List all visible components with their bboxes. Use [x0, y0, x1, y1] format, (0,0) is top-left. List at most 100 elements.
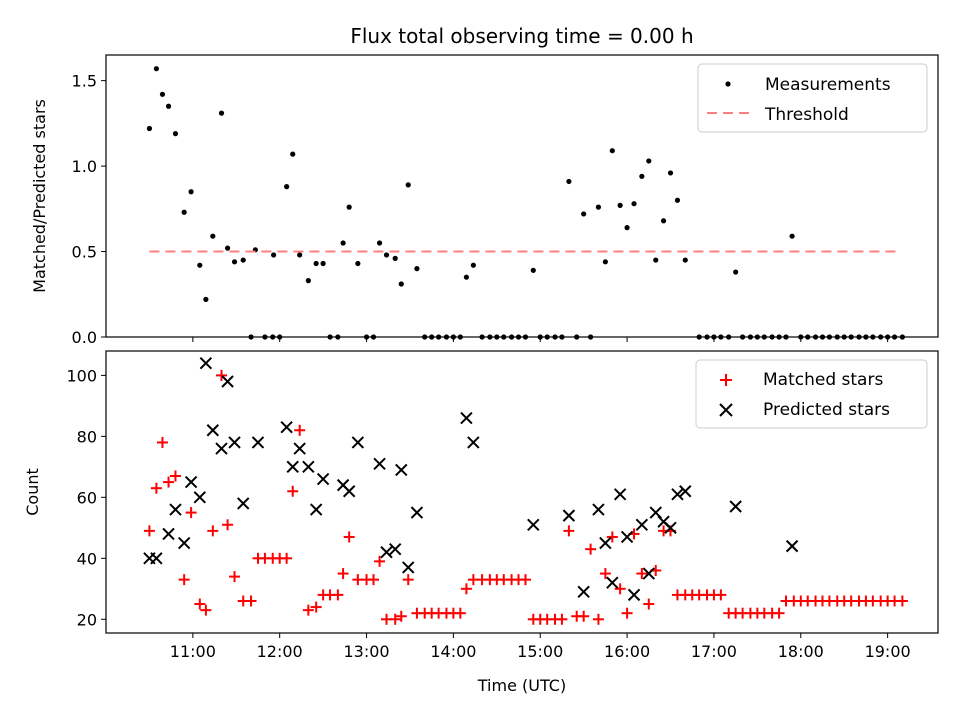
- matched-star-point: [194, 598, 206, 610]
- predicted-star-point: [199, 356, 213, 370]
- predicted-star-point: [150, 552, 163, 565]
- predicted-star-point: [316, 472, 330, 486]
- matched-star-point: [367, 574, 379, 586]
- top-axes-frame: [105, 54, 939, 338]
- predicted-star-point: [221, 375, 234, 388]
- measurement-point: [320, 260, 326, 267]
- matched-star-point: [245, 595, 257, 607]
- matched-star-point: [519, 574, 531, 586]
- predicted-star-point: [395, 463, 408, 477]
- predicted-star-point: [606, 576, 619, 589]
- predicted-star-point: [388, 542, 402, 556]
- top-x-ticks: [192, 337, 889, 342]
- matched-star-point: [614, 583, 626, 595]
- matched-star-point: [578, 610, 590, 622]
- measurement-point: [346, 204, 352, 210]
- matched-star-point: [563, 525, 575, 537]
- matched-star-point: [216, 369, 228, 381]
- matched-star-point: [337, 568, 349, 580]
- matched-star-point: [185, 507, 197, 519]
- measurement-point: [290, 151, 296, 157]
- legend-measurements-marker: [725, 81, 731, 87]
- bottom-y-tick-label: 100: [66, 366, 97, 385]
- matched-star-point: [402, 574, 414, 586]
- top-legend: Measurements Threshold: [697, 63, 928, 133]
- measurement-point: [660, 218, 667, 224]
- measurement-point: [165, 103, 172, 109]
- measurement-point: [530, 267, 536, 273]
- measurement-point: [224, 245, 231, 251]
- matched-star-point: [281, 552, 293, 564]
- predicted-star-point: [215, 442, 228, 455]
- predicted-star-point: [679, 485, 692, 498]
- measurement-point: [646, 158, 652, 164]
- predicted-star-point: [642, 567, 656, 580]
- measurement-point: [355, 260, 361, 267]
- matched-star-point: [302, 604, 314, 616]
- measurement-point: [617, 202, 623, 208]
- matched-star-point: [294, 424, 306, 436]
- measurement-point: [210, 233, 216, 239]
- predicted-star-point: [592, 503, 605, 516]
- matched-star-point: [229, 571, 241, 583]
- predicted-star-point: [251, 436, 265, 449]
- measurement-point: [392, 255, 398, 261]
- x-tick-label: 12:00: [257, 642, 303, 661]
- matched-star-point: [287, 485, 299, 497]
- predicted-star-point: [562, 509, 576, 522]
- measurement-point: [376, 240, 383, 246]
- predicted-star-point: [280, 421, 293, 434]
- measurement-point: [602, 259, 608, 265]
- measurement-point: [271, 252, 277, 258]
- measurement-point: [153, 66, 159, 72]
- predicted-star-point: [228, 436, 241, 449]
- measurement-point: [284, 184, 290, 190]
- predicted-star-point: [729, 500, 742, 513]
- measurement-point: [667, 170, 674, 176]
- x-axis-label: Time (UTC): [477, 676, 566, 695]
- matched-star-point: [621, 607, 633, 619]
- predicted-star-point: [410, 506, 424, 519]
- matched-star-point: [150, 482, 162, 494]
- bottom-axes-frame: [105, 350, 939, 634]
- measurement-point: [146, 125, 153, 132]
- legend-matched-marker: [720, 374, 732, 386]
- predicted-star-point: [169, 503, 182, 516]
- predicted-star-point: [373, 457, 386, 471]
- predicted-star-point: [599, 536, 612, 550]
- predicted-star-point: [785, 539, 799, 553]
- predicted-star-point: [664, 521, 677, 535]
- top-y-axis-label: Matched/Predicted stars: [30, 99, 49, 293]
- predicted-star-point: [402, 561, 415, 574]
- legend-matched-label: Matched stars: [763, 370, 883, 390]
- matched-star-point: [389, 613, 401, 625]
- measurement-point: [609, 148, 615, 154]
- matched-star-point: [178, 574, 190, 586]
- predicted-star-point: [177, 536, 191, 550]
- predicted-star-point: [460, 411, 473, 425]
- measurement-point: [203, 296, 209, 302]
- matched-star-point: [592, 613, 604, 625]
- top-y-tick-label: 1.0: [72, 157, 97, 176]
- measurement-point: [240, 257, 246, 263]
- measurement-point: [188, 189, 194, 195]
- legend-predicted-label: Predicted stars: [763, 400, 890, 420]
- measurement-point: [172, 131, 179, 137]
- top-y-tick-label: 1.5: [72, 72, 97, 91]
- measurement-point: [414, 266, 420, 272]
- x-tick-label: 11:00: [170, 642, 216, 661]
- matched-star-point: [556, 613, 568, 625]
- predicted-star-point: [237, 497, 250, 510]
- bottom-y-tick-label: 20: [77, 610, 97, 629]
- predicted-star-point: [184, 475, 198, 489]
- measurement-point: [197, 262, 203, 268]
- measurement-point: [305, 278, 311, 284]
- matched-star-point: [454, 607, 466, 619]
- top-y-tick-label: 0.0: [72, 328, 97, 347]
- matched-star-point: [156, 436, 168, 448]
- measurement-point: [470, 262, 476, 268]
- x-tick-label: 15:00: [517, 642, 563, 661]
- matched-star-point: [606, 531, 618, 543]
- measurement-point: [566, 178, 572, 185]
